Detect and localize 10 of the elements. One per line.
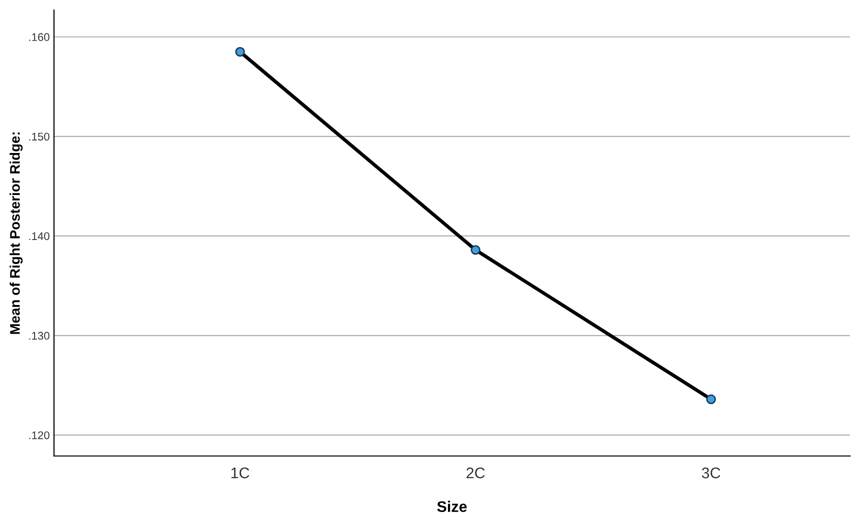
y-tick-label: .150 <box>29 132 50 141</box>
x-axis-title: Size <box>437 500 467 512</box>
y-tick-label: .130 <box>29 332 50 340</box>
x-tick-label: 3C <box>702 468 720 478</box>
y-tick-label: .140 <box>29 232 50 240</box>
x-tick-label: 1C <box>231 468 250 478</box>
y-tick-label: .120 <box>29 431 50 440</box>
y-tick-label: .160 <box>29 33 50 42</box>
x-tick-label: 2C <box>466 468 485 478</box>
y-axis-title: Mean of Right Posterior Ridge: <box>10 132 23 334</box>
